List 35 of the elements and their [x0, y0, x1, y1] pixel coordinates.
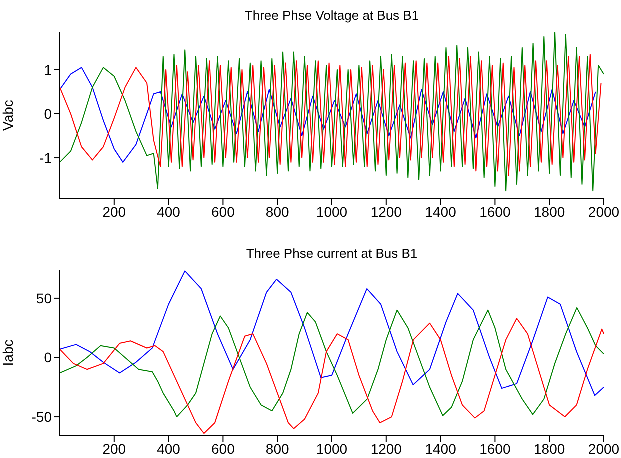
- x-tick-label: 1200: [370, 440, 402, 457]
- x-tick-label: 400: [157, 440, 181, 457]
- x-tick-label: 200: [102, 204, 126, 220]
- y-axis-title: Vabc: [0, 100, 16, 131]
- y-tick-label: 0: [44, 106, 52, 122]
- y-tick-label: 0: [44, 350, 52, 366]
- y-tick-label: -50: [32, 409, 52, 425]
- x-tick-label: 1000: [316, 440, 348, 457]
- chart-title: Three Phse Voltage at Bus B1: [244, 8, 420, 23]
- y-tick-label: 50: [36, 290, 52, 306]
- line-series: [60, 32, 604, 192]
- y-tick-label: 1: [44, 62, 52, 78]
- x-tick-label: 800: [266, 204, 290, 220]
- x-tick-label: 200: [102, 440, 126, 457]
- x-tick-label: 1600: [480, 204, 511, 220]
- y-tick-label: -1: [40, 150, 52, 166]
- x-tick-label: 1400: [425, 204, 457, 220]
- line-series: [60, 67, 596, 163]
- x-tick-label: 1000: [316, 204, 348, 220]
- chart-title: Three Phse current at Bus B1: [245, 246, 419, 261]
- x-tick-label: 2000: [588, 204, 620, 220]
- x-tick-label: 1400: [425, 440, 457, 457]
- x-tick-label: 1200: [370, 204, 402, 220]
- x-tick-label: 1800: [534, 440, 566, 457]
- line-series: [60, 270, 604, 396]
- x-tick-label: 600: [212, 440, 236, 457]
- line-series: [60, 54, 602, 176]
- x-tick-label: 1800: [534, 204, 566, 220]
- line-series: [60, 307, 604, 418]
- y-axis-title: Iabc: [0, 340, 16, 366]
- x-tick-label: 2000: [588, 440, 620, 457]
- x-tick-label: 400: [157, 204, 181, 220]
- x-tick-label: 1600: [480, 440, 511, 457]
- x-tick-label: 800: [266, 440, 290, 457]
- x-tick-label: 600: [212, 204, 236, 220]
